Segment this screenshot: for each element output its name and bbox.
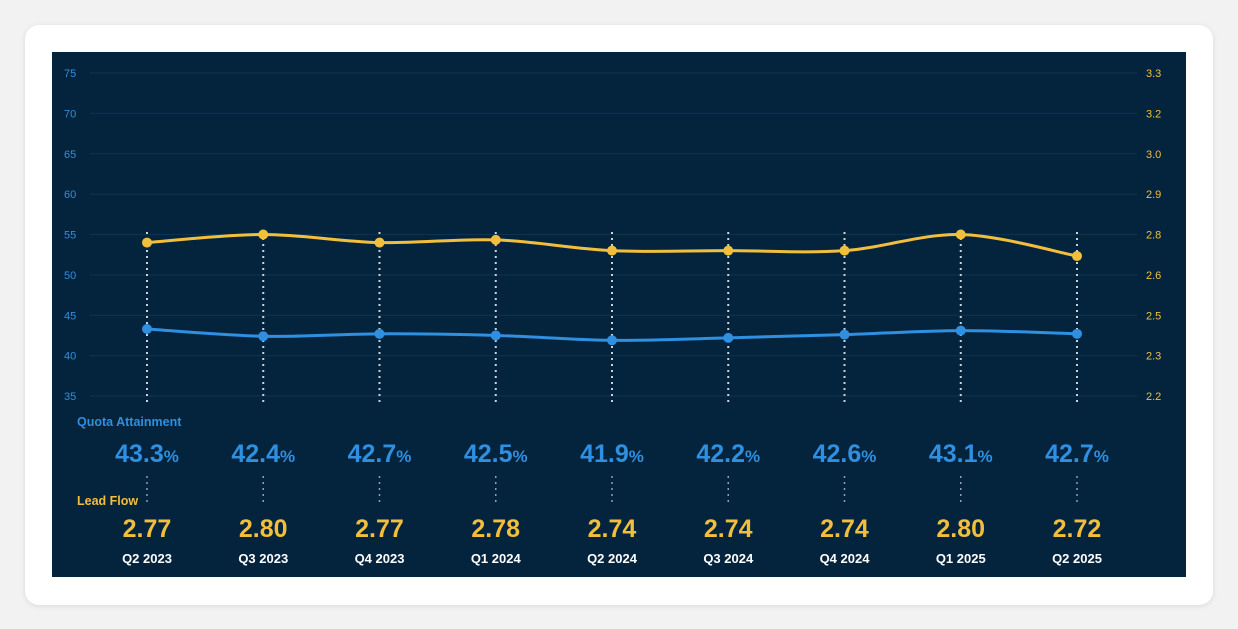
left-tick-label: 60 bbox=[64, 189, 76, 201]
lead-flow-value: 2.72 bbox=[1053, 515, 1102, 543]
quota-attainment-point bbox=[607, 335, 617, 346]
quota-attainment-value: 42.6% bbox=[813, 440, 877, 468]
quarter-label: Q4 2023 bbox=[355, 551, 405, 566]
quarter-labels: Q2 2023 Q3 2023 Q4 2023 Q1 2024 Q2 2024 Q3 20… bbox=[122, 551, 1102, 566]
grid-lines bbox=[90, 72, 1137, 397]
lead-flow-point bbox=[490, 234, 501, 245]
quota-attainment-value: 43.1% bbox=[929, 440, 993, 468]
lead-flow-value: 2.74 bbox=[820, 515, 869, 543]
quota-attainment-label: Quota Attainment bbox=[77, 415, 182, 429]
lead-flow-point bbox=[839, 245, 850, 256]
right-tick-label: 2.9 bbox=[1146, 189, 1161, 201]
quota-attainment-point bbox=[723, 332, 734, 343]
left-tick-label: 65 bbox=[64, 149, 76, 161]
series-points bbox=[142, 229, 1082, 346]
chart-panel: 35 40 45 50 55 60 65 70 75 2.2 2.3 2.5 2.6 2.8 2.9 3.0… bbox=[52, 52, 1186, 577]
right-axis-ticks: 2.2 2.3 2.5 2.6 2.8 2.9 3.0 3.2 3.3 bbox=[1146, 68, 1161, 403]
lead-flow-point bbox=[607, 245, 617, 256]
lead-flow-point bbox=[955, 229, 966, 240]
quarter-label: Q3 2024 bbox=[703, 551, 754, 566]
right-tick-label: 3.3 bbox=[1146, 68, 1161, 80]
left-tick-label: 75 bbox=[64, 68, 76, 80]
right-tick-label: 2.5 bbox=[1146, 310, 1161, 322]
quota-attainment-value: 42.7% bbox=[348, 440, 412, 468]
quota-attainment-point bbox=[955, 325, 966, 336]
quota-attainment-value: 43.3% bbox=[115, 440, 179, 468]
right-tick-label: 2.2 bbox=[1146, 391, 1161, 403]
left-tick-label: 40 bbox=[64, 351, 76, 363]
quota-attainment-point bbox=[142, 323, 152, 334]
quota-attainment-point bbox=[374, 328, 385, 339]
quota-attainment-point bbox=[1072, 328, 1082, 339]
right-tick-label: 3.0 bbox=[1146, 149, 1161, 161]
lead-flow-value: 2.78 bbox=[471, 515, 520, 543]
quarter-label: Q3 2023 bbox=[238, 551, 288, 566]
quarter-label: Q1 2025 bbox=[936, 551, 986, 566]
lead-flow-value: 2.80 bbox=[936, 515, 985, 543]
lead-flow-point bbox=[723, 245, 734, 256]
quota-attainment-value: 42.2% bbox=[696, 440, 760, 468]
connector-lines bbox=[146, 232, 1078, 504]
quota-attainment-point bbox=[839, 329, 850, 340]
quarter-label: Q2 2023 bbox=[122, 551, 172, 566]
quota-attainment-value: 42.7% bbox=[1045, 440, 1109, 468]
chart-svg: 35 40 45 50 55 60 65 70 75 2.2 2.3 2.5 2.6 2.8 2.9 3.0… bbox=[64, 68, 1161, 566]
right-tick-label: 2.3 bbox=[1146, 351, 1161, 363]
lead-flow-value: 2.77 bbox=[355, 515, 404, 543]
left-tick-label: 35 bbox=[64, 391, 76, 403]
lead-flow-value: 2.74 bbox=[588, 515, 637, 543]
quota-attainment-point bbox=[490, 330, 501, 341]
lead-flow-value: 2.74 bbox=[704, 515, 753, 543]
quota-attainment-value: 42.5% bbox=[464, 440, 528, 468]
quarter-label: Q2 2025 bbox=[1052, 551, 1102, 566]
quarter-label: Q4 2024 bbox=[820, 551, 871, 566]
lead-flow-point bbox=[258, 229, 269, 240]
quota-attainment-values: 43.3% 42.4% 42.7% 42.5% 41.9% 42.2% 42.6% 43.1%… bbox=[115, 440, 1109, 468]
left-tick-label: 70 bbox=[64, 108, 76, 120]
quota-attainment-point bbox=[258, 331, 269, 342]
lead-flow-value: 2.80 bbox=[239, 515, 288, 543]
left-axis-ticks: 35 40 45 50 55 60 65 70 75 bbox=[64, 68, 76, 403]
lead-flow-point bbox=[142, 237, 152, 248]
lead-flow-value: 2.77 bbox=[123, 515, 172, 543]
lead-flow-point bbox=[374, 237, 385, 248]
quarter-label: Q1 2024 bbox=[471, 551, 522, 566]
quota-attainment-value: 42.4% bbox=[231, 440, 295, 468]
quarter-label: Q2 2024 bbox=[587, 551, 638, 566]
right-tick-label: 2.6 bbox=[1146, 270, 1161, 282]
lead-flow-values: 2.77 2.80 2.77 2.78 2.74 2.74 2.74 2.80 2.72 bbox=[123, 515, 1102, 543]
quota-attainment-value: 41.9% bbox=[580, 440, 644, 468]
left-tick-label: 50 bbox=[64, 270, 76, 282]
left-tick-label: 55 bbox=[64, 230, 76, 242]
lead-flow-point bbox=[1072, 251, 1082, 262]
right-tick-label: 2.8 bbox=[1146, 230, 1161, 242]
lead-flow-label: Lead Flow bbox=[77, 494, 138, 508]
right-tick-label: 3.2 bbox=[1146, 108, 1161, 120]
left-tick-label: 45 bbox=[64, 310, 76, 322]
